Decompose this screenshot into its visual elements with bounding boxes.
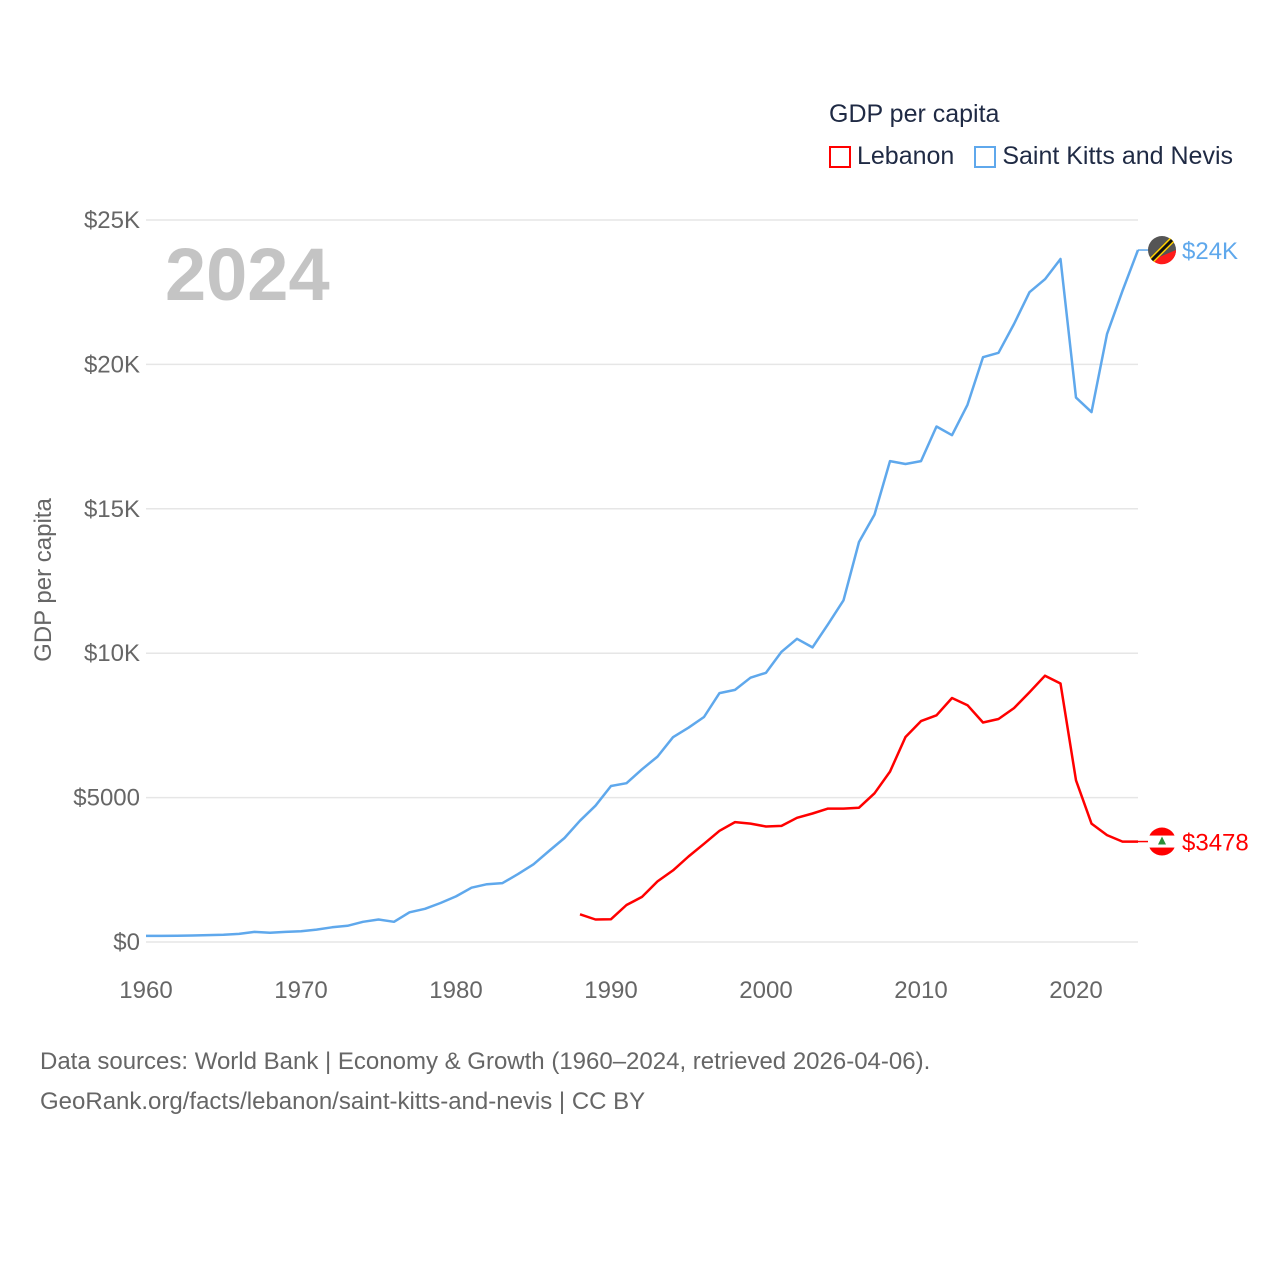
legend-label: Lebanon — [857, 142, 955, 170]
y-tick-label: $0 — [113, 929, 140, 956]
saint-kitts-flag-icon — [1148, 236, 1177, 265]
end-markers: $3478 $24K — [1138, 236, 1249, 857]
x-axis-ticks: 1960 1970 1980 1990 2000 2010 2020 — [119, 977, 1102, 1004]
year-watermark: 2024 — [165, 233, 330, 316]
y-tick-label: $10K — [84, 640, 140, 667]
data-sources: Data sources: World Bank | Economy & Gro… — [40, 1048, 931, 1075]
legend: Lebanon Saint Kitts and Nevis — [829, 142, 1233, 171]
lebanon-flag-icon — [1148, 827, 1176, 856]
y-tick-label: $20K — [84, 351, 140, 378]
y-tick-label: $25K — [84, 207, 140, 234]
series-line-saint-kitts-and-nevis — [146, 249, 1140, 938]
y-axis-label: GDP per capita — [30, 498, 57, 662]
x-tick-label: 1960 — [119, 977, 172, 1004]
y-axis-ticks: $0 $5000 $10K $15K $20K $25K — [73, 207, 140, 956]
y-tick-label: $5000 — [73, 785, 140, 812]
legend-title: GDP per capita — [829, 100, 1000, 128]
footer: Data sources: World Bank | Economy & Gro… — [40, 1042, 930, 1122]
legend-swatch-lebanon — [829, 145, 851, 168]
end-value-label: $24K — [1182, 238, 1238, 265]
y-tick-label: $15K — [84, 496, 140, 523]
source-link[interactable]: GeoRank.org/facts/lebanon/saint-kitts-an… — [40, 1088, 646, 1115]
series-line-lebanon — [579, 674, 1138, 921]
x-tick-label: 2010 — [894, 977, 947, 1004]
x-tick-label: 1990 — [584, 977, 637, 1004]
x-tick-label: 2020 — [1049, 977, 1102, 1004]
legend-swatch-saint-kitts — [974, 145, 997, 168]
legend-item-saint-kitts-and-nevis[interactable]: Saint Kitts and Nevis — [974, 142, 1233, 171]
x-tick-label: 1970 — [274, 977, 327, 1004]
series-lines — [146, 249, 1140, 938]
gridlines — [146, 219, 1138, 943]
legend-label: Saint Kitts and Nevis — [1002, 142, 1233, 170]
x-tick-label: 2000 — [739, 977, 792, 1004]
x-tick-label: 1980 — [429, 977, 482, 1004]
legend-item-lebanon[interactable]: Lebanon — [829, 142, 954, 171]
end-value-label: $3478 — [1182, 830, 1249, 857]
